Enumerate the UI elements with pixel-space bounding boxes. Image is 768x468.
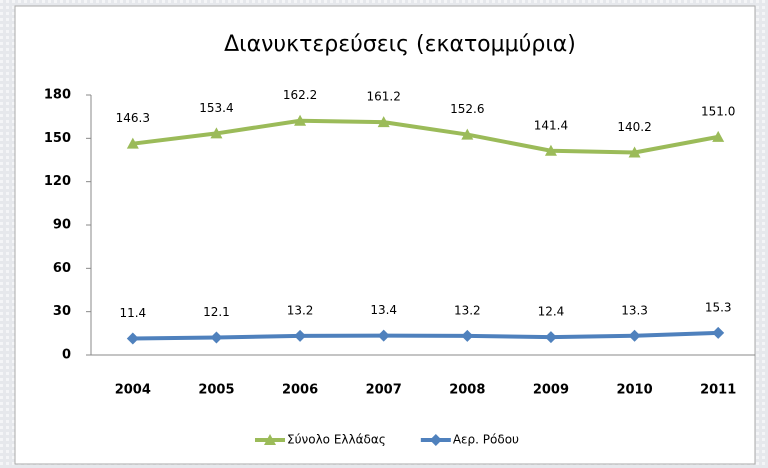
value-label: 141.4 <box>534 118 568 132</box>
x-tick-label: 2004 <box>115 383 151 398</box>
x-tick-label: 2011 <box>700 383 736 398</box>
value-label: 162.2 <box>283 88 317 102</box>
y-tick-label: 120 <box>44 174 71 189</box>
legend-label: Σύνολο Ελλάδας <box>287 433 386 447</box>
marker <box>544 144 557 156</box>
value-label: 11.4 <box>119 306 146 320</box>
marker <box>126 332 139 345</box>
value-label: 146.3 <box>116 111 150 125</box>
marker <box>294 114 307 126</box>
marker <box>264 434 276 445</box>
value-label: 13.4 <box>370 303 397 317</box>
y-tick-label: 60 <box>53 261 71 276</box>
marker <box>628 329 641 342</box>
x-tick-label: 2005 <box>198 383 234 398</box>
value-label: 161.2 <box>367 90 401 104</box>
series-line <box>132 330 719 341</box>
value-label: 152.6 <box>450 102 484 116</box>
x-tick-label: 2006 <box>282 383 318 398</box>
y-tick-label: 30 <box>53 304 71 319</box>
value-label: 15.3 <box>705 300 732 314</box>
value-label: 13.2 <box>287 303 314 317</box>
x-tick-label: 2009 <box>533 383 569 398</box>
marker <box>461 128 474 140</box>
marker <box>377 329 390 342</box>
value-label: 153.4 <box>199 101 233 115</box>
marker <box>210 331 223 344</box>
x-tick-label: 2008 <box>449 383 485 398</box>
legend-label: Αερ. Ρόδου <box>453 433 519 447</box>
x-tick-label: 2007 <box>366 383 402 398</box>
marker <box>712 130 725 142</box>
x-tick-label: 2010 <box>616 383 652 398</box>
value-label: 13.2 <box>454 303 481 317</box>
marker <box>210 127 223 139</box>
chart-title: Διανυκτερεύσεις (εκατομμύρια) <box>224 32 576 57</box>
chart-frame <box>14 5 756 465</box>
value-label: 12.1 <box>203 305 230 319</box>
value-label: 13.3 <box>621 303 648 317</box>
marker <box>461 329 474 342</box>
value-label: 140.2 <box>617 120 651 134</box>
marker <box>544 331 557 344</box>
y-tick-label: 180 <box>44 88 71 103</box>
marker <box>429 434 442 446</box>
marker <box>294 329 307 342</box>
marker <box>377 116 390 128</box>
marker <box>126 137 139 149</box>
y-tick-label: 0 <box>62 348 71 363</box>
value-label: 151.0 <box>701 104 735 118</box>
series-line <box>132 118 719 155</box>
marker <box>712 326 725 339</box>
marker <box>628 146 641 158</box>
y-tick-label: 150 <box>44 131 71 146</box>
y-tick-label: 90 <box>53 218 71 233</box>
value-label: 12.4 <box>538 305 565 319</box>
